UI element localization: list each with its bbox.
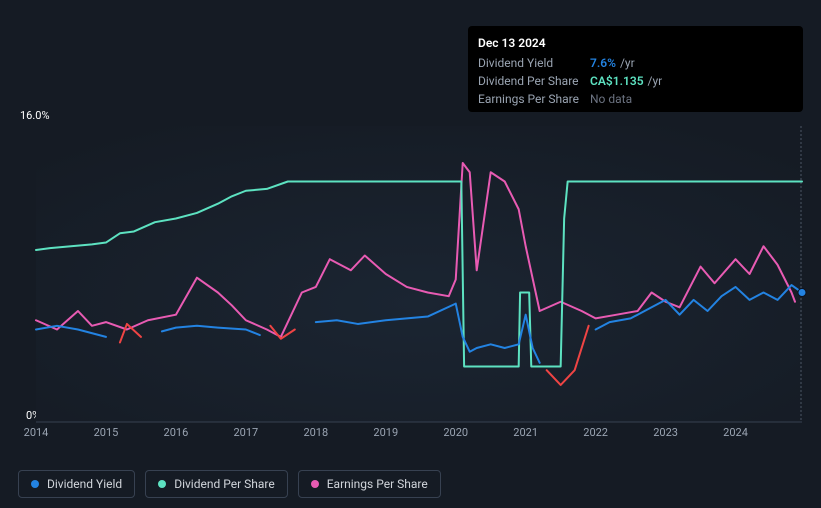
x-tick: 2021 [513, 426, 538, 439]
legend-item[interactable]: Earnings Per Share [298, 470, 441, 498]
tooltip-label: Dividend Per Share [478, 74, 590, 88]
tooltip-row: Dividend Per ShareCA$1.135/yr [468, 72, 803, 90]
legend-item[interactable]: Dividend Yield [18, 470, 135, 498]
x-tick: 2015 [94, 426, 119, 439]
chart-tooltip: Dec 13 2024 Dividend Yield7.6%/yrDividen… [468, 26, 803, 112]
chart-plot-area[interactable] [36, 126, 802, 422]
chart-legend: Dividend Yield Dividend Per Share Earnings… [18, 470, 441, 498]
tooltip-value: CA$1.135 [590, 74, 644, 88]
x-tick: 2022 [583, 426, 608, 439]
tooltip-nodata: No data [590, 92, 632, 106]
x-tick: 2016 [164, 426, 189, 439]
legend-label: Dividend Per Share [174, 477, 275, 491]
x-tick: 2018 [303, 426, 328, 439]
tooltip-unit: /yr [620, 56, 635, 70]
y-axis-label-top: 16.0% [20, 109, 50, 122]
legend-dot [158, 480, 166, 488]
legend-dot [311, 480, 319, 488]
tooltip-row: Dividend Yield7.6% /yr [468, 54, 803, 72]
x-tick: 2014 [24, 426, 49, 439]
legend-label: Earnings Per Share [327, 477, 428, 491]
legend-item[interactable]: Dividend Per Share [145, 470, 288, 498]
x-tick: 2020 [443, 426, 468, 439]
x-tick: 2023 [653, 426, 678, 439]
tooltip-value: 7.6% [590, 56, 616, 70]
legend-dot [31, 480, 39, 488]
tooltip-rows: Dividend Yield7.6%/yrDividend Per ShareC… [468, 54, 803, 108]
tooltip-row: Earnings Per ShareNo data [468, 90, 803, 108]
tooltip-label: Earnings Per Share [478, 92, 590, 106]
x-axis: 2014201520162017201820192020202120222023… [36, 426, 802, 446]
x-tick: 2019 [373, 426, 398, 439]
chart-container: 16.0% 0% Past 20142015201620172018201920… [18, 100, 803, 450]
x-tick: 2017 [233, 426, 258, 439]
x-tick: 2024 [723, 426, 748, 439]
tooltip-date: Dec 13 2024 [468, 32, 803, 54]
legend-label: Dividend Yield [47, 477, 122, 491]
tooltip-unit: /yr [648, 74, 663, 88]
chart-svg [36, 126, 802, 422]
tooltip-label: Dividend Yield [478, 56, 590, 70]
